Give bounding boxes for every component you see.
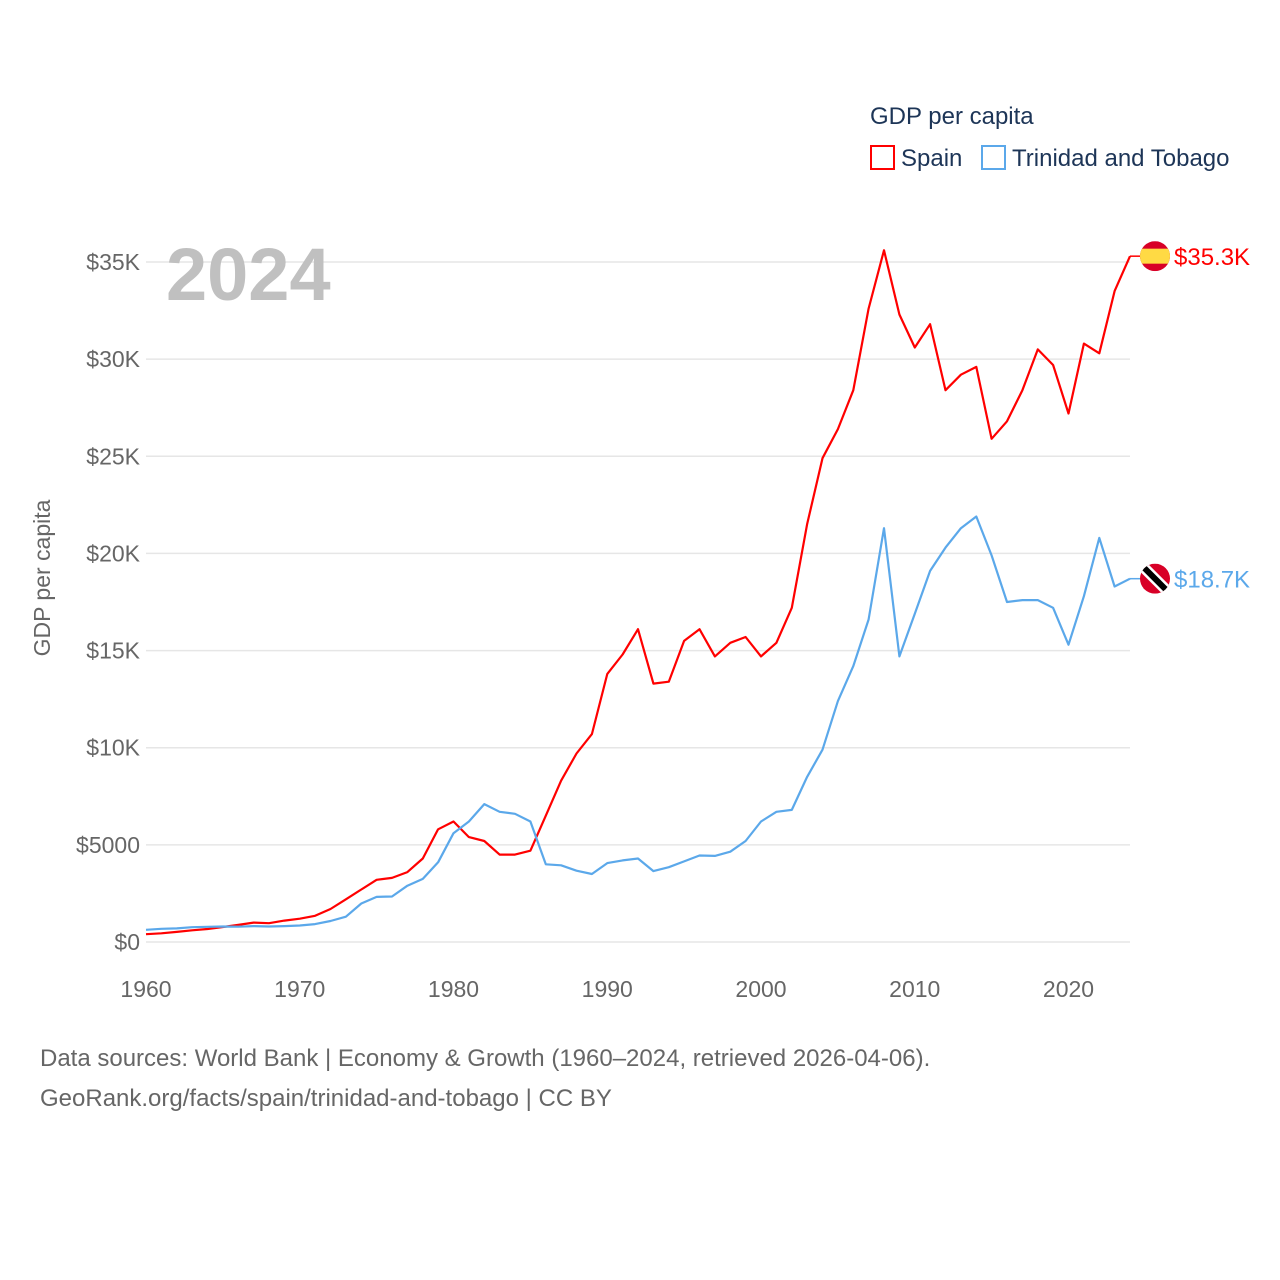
spain-flag-icon xyxy=(1140,241,1170,272)
year-label: 2024 xyxy=(166,233,331,316)
footer-link[interactable]: GeoRank.org/facts/spain/trinidad-and-tob… xyxy=(40,1085,612,1112)
x-tick-label: 1980 xyxy=(428,976,479,1002)
legend-label-spain[interactable]: Spain xyxy=(901,145,962,172)
y-tick-label: $20K xyxy=(86,540,140,566)
footer-sources: Data sources: World Bank | Economy & Gro… xyxy=(40,1045,931,1072)
y-tick-label: $0 xyxy=(114,929,140,955)
x-tick-label: 2010 xyxy=(889,976,940,1002)
legend-swatch-trinidad xyxy=(981,145,1006,170)
x-tick-label: 1960 xyxy=(120,976,171,1002)
legend: GDP per capita Spain Trinidad and Tobago xyxy=(870,103,1230,172)
x-tick-label: 1990 xyxy=(582,976,633,1002)
y-tick-label: $10K xyxy=(86,735,140,761)
legend-title: GDP per capita xyxy=(870,103,1034,130)
series-line-spain xyxy=(145,249,1132,936)
y-tick-label: $5000 xyxy=(76,832,140,858)
x-tick-label: 2000 xyxy=(735,976,786,1002)
x-tick-label: 1970 xyxy=(274,976,325,1002)
legend-swatch-spain xyxy=(870,145,895,170)
y-tick-label: $35K xyxy=(86,249,140,275)
series-line-trinidad xyxy=(145,515,1131,931)
y-tick-label: $15K xyxy=(86,638,140,664)
y-axis: $0 $5000 $10K $15K $20K $25K $30K $35K xyxy=(76,249,141,955)
legend-label-trinidad[interactable]: Trinidad and Tobago xyxy=(1012,145,1230,172)
end-value-label: $35.3K xyxy=(1174,244,1250,271)
end-labels: $35.3K $18.7K xyxy=(1130,241,1250,594)
gridlines xyxy=(146,261,1130,943)
y-tick-label: $25K xyxy=(86,443,140,469)
end-value-label: $18.7K xyxy=(1174,567,1250,594)
y-axis-title: GDP per capita xyxy=(29,499,55,656)
y-tick-label: $30K xyxy=(86,346,140,372)
series-lines xyxy=(145,249,1132,936)
x-axis: 1960 1970 1980 1990 2000 2010 2020 xyxy=(120,976,1094,1002)
x-tick-label: 2020 xyxy=(1043,976,1094,1002)
trinidad-flag-icon xyxy=(1140,563,1170,594)
